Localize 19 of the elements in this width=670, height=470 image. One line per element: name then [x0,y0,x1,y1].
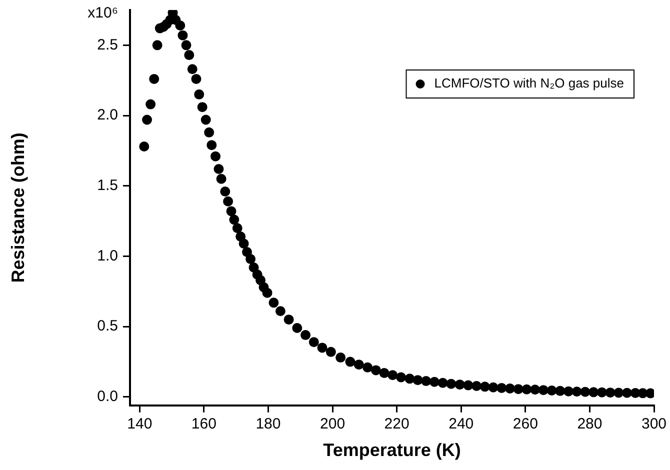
y-tick-label: 2.0 [97,106,118,124]
x-tick-label: 260 [512,416,538,433]
x-tick-label: 200 [320,416,346,433]
y-tick-label: 0.0 [97,388,118,406]
text: x10⁶ [88,4,118,22]
x-tick-label: 280 [577,416,602,433]
x-tick-label: 240 [448,416,474,433]
x-tick-label: 180 [256,416,281,433]
x-tick-label: 160 [191,416,216,433]
x-tick-label: 140 [127,416,152,433]
y-axis-title: Resistance (ohm) [8,132,28,283]
legend-label: LCMFO/STO with N₂O gas pulse [434,76,624,91]
x-axis-title: Temperature (K) [323,440,461,460]
x-tick-label: 300 [641,416,667,433]
x-tick-label: 220 [384,416,410,433]
y-tick-label: 2.5 [97,36,118,54]
y-tick-label: 0.5 [97,318,118,335]
y-tick-label: 1.0 [97,247,118,264]
y-tick-label: 1.5 [97,177,118,194]
